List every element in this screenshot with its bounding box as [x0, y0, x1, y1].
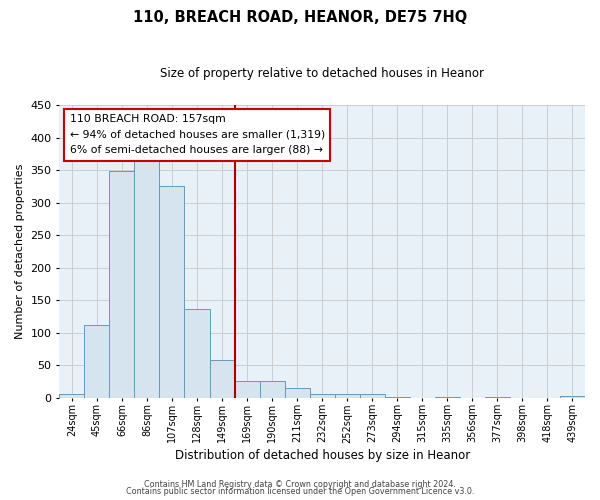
- Text: 110, BREACH ROAD, HEANOR, DE75 7HQ: 110, BREACH ROAD, HEANOR, DE75 7HQ: [133, 10, 467, 25]
- Text: Contains public sector information licensed under the Open Government Licence v3: Contains public sector information licen…: [126, 487, 474, 496]
- Bar: [560, 396, 585, 398]
- Bar: [85, 325, 109, 398]
- Text: Contains HM Land Registry data © Crown copyright and database right 2024.: Contains HM Land Registry data © Crown c…: [144, 480, 456, 489]
- X-axis label: Distribution of detached houses by size in Heanor: Distribution of detached houses by size …: [175, 450, 470, 462]
- Title: Size of property relative to detached houses in Heanor: Size of property relative to detached ho…: [160, 68, 484, 80]
- Bar: [485, 397, 510, 398]
- Bar: [209, 360, 235, 398]
- Bar: [109, 171, 134, 398]
- Bar: [385, 397, 410, 398]
- Bar: [435, 397, 460, 398]
- Bar: [360, 394, 385, 398]
- Text: 110 BREACH ROAD: 157sqm
← 94% of detached houses are smaller (1,319)
6% of semi-: 110 BREACH ROAD: 157sqm ← 94% of detache…: [70, 114, 325, 155]
- Bar: [284, 388, 310, 398]
- Bar: [59, 394, 85, 398]
- Bar: [235, 382, 260, 398]
- Bar: [310, 394, 335, 398]
- Y-axis label: Number of detached properties: Number of detached properties: [15, 164, 25, 339]
- Bar: [184, 309, 209, 398]
- Bar: [260, 382, 284, 398]
- Bar: [160, 186, 184, 398]
- Bar: [134, 154, 160, 398]
- Bar: [335, 394, 360, 398]
